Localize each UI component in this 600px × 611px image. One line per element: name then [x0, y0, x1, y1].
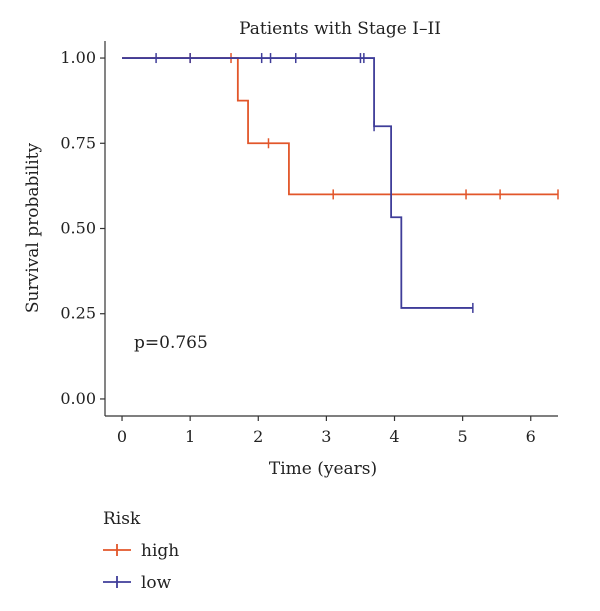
x-tick-label: 1	[185, 427, 195, 446]
y-axis-title: Survival probability	[23, 142, 43, 313]
x-axis-title: Time (years)	[269, 459, 377, 479]
x-axis-ticks: 0 1 2 3 4 5 6	[117, 416, 536, 446]
y-tick-label: 0.25	[60, 304, 96, 323]
p-value-annotation: p=0.765	[134, 333, 208, 353]
y-tick-label: 1.00	[60, 48, 96, 67]
x-tick-label: 0	[117, 427, 127, 446]
series-low	[122, 53, 474, 313]
x-tick-label: 4	[389, 427, 399, 446]
x-tick-label: 5	[458, 427, 468, 446]
y-tick-label: 0.00	[60, 389, 96, 408]
series-high	[122, 53, 559, 200]
x-tick-label: 2	[253, 427, 263, 446]
y-tick-label: 0.50	[60, 219, 96, 238]
axes	[104, 41, 558, 417]
x-tick-label: 3	[321, 427, 331, 446]
legend-label-high: high	[141, 541, 179, 561]
chart-title: Patients with Stage I–II	[239, 19, 441, 39]
x-tick-label: 6	[526, 427, 536, 446]
survival-curve-low	[122, 57, 473, 309]
survival-curve-high	[122, 57, 558, 196]
series-layer	[122, 53, 559, 313]
y-axis-ticks: 0.00 0.25 0.50 0.75 1.00	[60, 48, 105, 408]
legend-title: Risk	[103, 509, 141, 529]
y-tick-label: 0.75	[60, 133, 96, 152]
legend-label-low: low	[141, 573, 172, 593]
legend: Risk high low	[103, 509, 179, 593]
